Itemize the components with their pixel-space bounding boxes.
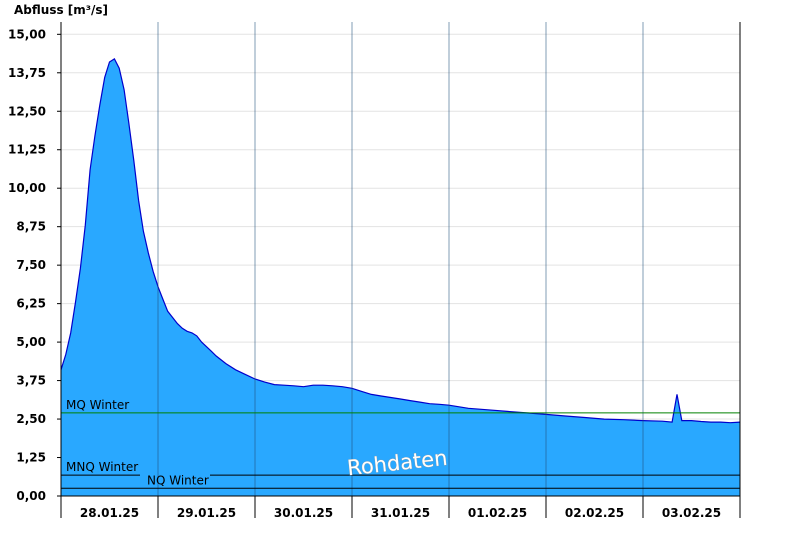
x-tick-label-0: 28.01.25 bbox=[80, 506, 139, 520]
x-tick-label-6: 03.02.25 bbox=[662, 506, 721, 520]
x-tick-label-2: 30.01.25 bbox=[274, 506, 333, 520]
y-tick-label-6: 7,50 bbox=[16, 258, 46, 272]
y-tick-label-12: 15,00 bbox=[8, 27, 46, 41]
x-tick-label-3: 31.01.25 bbox=[371, 506, 430, 520]
discharge-area bbox=[61, 58, 740, 497]
mnq-winter-label: MNQ Winter bbox=[66, 460, 138, 474]
discharge-line bbox=[60, 58, 741, 424]
y-tick-label-11: 13,75 bbox=[8, 66, 46, 80]
axes bbox=[57, 22, 741, 518]
y-tick-label-5: 6,25 bbox=[16, 297, 46, 311]
nq-winter-label: NQ Winter bbox=[147, 473, 209, 487]
y-tick-label-10: 12,50 bbox=[8, 104, 46, 118]
y-tick-label-3: 3,75 bbox=[16, 374, 46, 388]
reference-lines: MQ Winter MNQ Winter NQ Winter bbox=[61, 398, 740, 489]
y-tick-label-7: 8,75 bbox=[16, 220, 46, 234]
y-tick-label-1: 1,25 bbox=[16, 451, 46, 465]
y-tick-label-0: 0,00 bbox=[16, 489, 46, 503]
x-tick-labels: 28.01.25 29.01.25 30.01.25 31.01.25 01.02.25… bbox=[80, 506, 721, 520]
x-tick-label-4: 01.02.25 bbox=[468, 506, 527, 520]
mq-winter-label: MQ Winter bbox=[66, 398, 129, 412]
y-tick-label-8: 10,00 bbox=[8, 181, 46, 195]
y-tick-label-4: 5,00 bbox=[16, 335, 46, 349]
y-tick-label-2: 2,50 bbox=[16, 412, 46, 426]
x-tick-label-1: 29.01.25 bbox=[177, 506, 236, 520]
day-separators bbox=[157, 22, 644, 496]
y-tick-label-9: 11,25 bbox=[8, 143, 46, 157]
x-tick-label-5: 02.02.25 bbox=[565, 506, 624, 520]
y-axis-title: Abfluss [m³/s] bbox=[14, 3, 108, 17]
y-tick-labels: 0,00 1,25 2,50 3,75 5,00 6,25 7,50 8,75 10,00 11,… bbox=[8, 27, 46, 503]
